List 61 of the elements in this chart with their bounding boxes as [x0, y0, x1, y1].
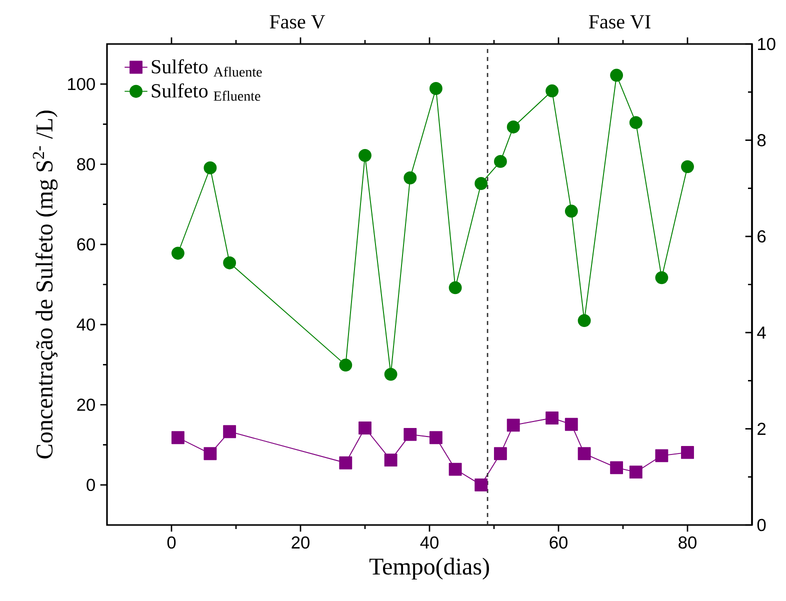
point — [546, 412, 559, 424]
y2-tick-label: 8 — [757, 134, 766, 146]
y2-tick-label: 6 — [758, 230, 766, 243]
point — [429, 82, 442, 95]
point — [171, 431, 184, 444]
point — [204, 161, 217, 174]
point — [564, 204, 578, 218]
point — [629, 466, 642, 479]
point — [564, 418, 578, 431]
y2-tick-label: 4 — [757, 326, 766, 339]
point — [404, 171, 417, 184]
y-tick-label: 80 — [77, 158, 95, 170]
point — [546, 84, 559, 98]
point — [223, 256, 236, 270]
x-tick-label: 80 — [678, 536, 696, 549]
x-tick-label: 20 — [292, 536, 310, 549]
point — [610, 68, 624, 82]
point — [506, 418, 520, 432]
y2-tick-label: 10 — [758, 38, 776, 50]
point — [339, 456, 352, 470]
y-tick-label: 0 — [86, 478, 95, 492]
point — [494, 154, 507, 168]
text: Fase VI — [588, 15, 650, 29]
point — [171, 246, 184, 260]
y-axis-title: Concentração de Sulfeto (mg S$^{2-}$ /L) — [32, 110, 58, 458]
y-tick-label: 20 — [77, 398, 95, 411]
point — [448, 462, 462, 476]
point — [404, 428, 417, 441]
point — [358, 422, 372, 434]
point — [448, 281, 462, 294]
point — [629, 116, 642, 130]
text: Fase V — [270, 15, 326, 29]
point — [204, 447, 217, 460]
y-tick-label: 60 — [77, 238, 95, 251]
point — [358, 148, 372, 162]
y2-tick-label: 2 — [758, 422, 766, 435]
point — [474, 177, 488, 190]
point — [655, 271, 668, 284]
point — [429, 431, 442, 444]
x-tick-label: 0 — [167, 536, 176, 549]
point — [681, 160, 694, 174]
point — [474, 478, 488, 492]
point — [506, 120, 520, 134]
point — [655, 449, 668, 462]
x-tick-label: 40 — [420, 536, 438, 549]
x-tick-label: 60 — [550, 536, 568, 549]
point — [681, 446, 694, 459]
point — [384, 368, 398, 381]
point — [578, 314, 591, 328]
point — [384, 454, 398, 467]
y-tick-label: 100 — [68, 78, 95, 90]
point — [610, 461, 624, 474]
point — [339, 358, 352, 372]
y2-tick-label: 0 — [757, 518, 766, 532]
x-axis-title: Tempo(dias) — [369, 558, 489, 580]
point — [223, 425, 236, 438]
legend-label: Sulfeto $_{Efluente}$ — [152, 83, 260, 101]
legend-label: Sulfeto $_{Afluente}$ — [152, 59, 262, 77]
point — [494, 447, 507, 460]
point — [578, 447, 591, 460]
y-tick-label: 40 — [76, 318, 95, 331]
